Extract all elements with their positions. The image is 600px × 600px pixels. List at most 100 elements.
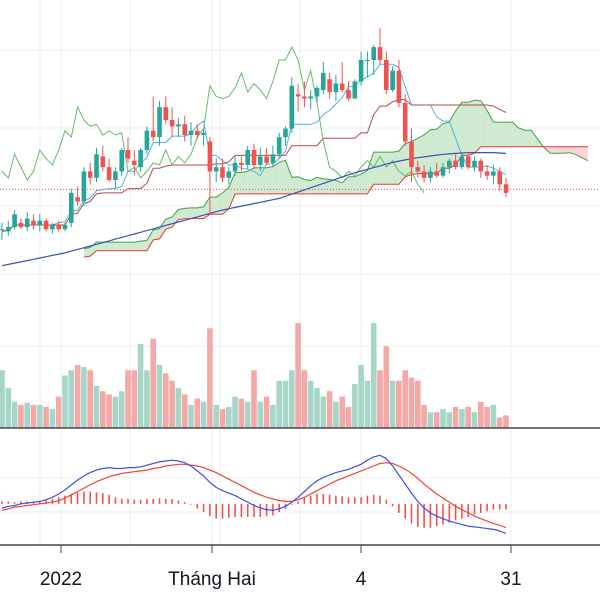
moving-average-line: [1, 152, 507, 267]
candle-body: [43, 220, 49, 230]
candle-body: [6, 227, 11, 232]
candle: [163, 96, 169, 125]
volume-bar: [125, 370, 131, 428]
candle: [302, 81, 307, 108]
volume-bar: [156, 365, 163, 428]
candle: [465, 152, 471, 170]
cloud-segment: [424, 129, 431, 174]
macd-line: [1, 454, 507, 535]
volume-bar: [257, 401, 264, 428]
candle-body: [125, 150, 131, 159]
cloud-segment: [499, 122, 506, 147]
volume-bar: [100, 391, 106, 428]
volume-bar: [370, 323, 377, 428]
candle-body: [258, 156, 263, 165]
volume-bar: [118, 391, 125, 428]
volume-bar: [112, 396, 119, 428]
candle: [207, 137, 213, 215]
candle: [258, 147, 263, 172]
candle: [447, 158, 452, 174]
volume-bar: [326, 391, 333, 428]
volume-bar: [55, 396, 62, 428]
volume-bar: [339, 396, 345, 428]
volume-bar: [163, 373, 169, 428]
candle: [94, 147, 99, 183]
time-axis: 2022 Tháng Hai 4 31: [40, 569, 522, 590]
volume-bar: [263, 396, 270, 428]
candle: [43, 218, 49, 232]
cloud-segment: [329, 179, 336, 194]
time-label-february: Tháng Hai: [168, 569, 256, 590]
candle-body: [113, 171, 118, 180]
cloud-segment: [209, 197, 217, 215]
cloud-segment: [241, 171, 248, 194]
candle-body: [283, 128, 288, 138]
cloud-segment: [512, 122, 519, 147]
candle: [100, 145, 106, 172]
candle: [50, 222, 55, 234]
candle: [276, 132, 282, 159]
candle: [220, 158, 225, 183]
cloud-segment: [367, 152, 374, 194]
volume-bar: [244, 401, 251, 428]
candle: [415, 160, 421, 178]
volume-bar: [270, 404, 276, 428]
cloud-segment: [569, 146, 576, 155]
cloud-segment: [342, 176, 349, 194]
candle-body: [428, 171, 433, 178]
candle-body: [169, 120, 175, 127]
candle-body: [201, 132, 206, 135]
volume-bar: [289, 370, 295, 428]
candle-body: [314, 87, 320, 97]
volume-bar: [295, 323, 301, 428]
candle: [6, 220, 11, 236]
candle: [62, 222, 68, 232]
volume-bar: [282, 380, 289, 428]
candle-body: [327, 79, 332, 93]
volume-series: [0, 323, 509, 428]
volume-bar: [0, 370, 5, 428]
candle-body: [50, 225, 55, 230]
candle-body: [144, 130, 150, 150]
cloud-segment: [386, 152, 393, 185]
chart-grid: [0, 0, 600, 545]
cloud-segment: [216, 192, 223, 215]
cloud-segment: [228, 172, 236, 209]
candle-body: [213, 167, 219, 172]
senkou-span-a-line: [83, 99, 589, 250]
cloud-segment: [134, 241, 141, 251]
time-axis-ticks: [60, 545, 512, 553]
candle-body: [220, 167, 225, 178]
candle-body: [377, 47, 383, 60]
candle-body: [396, 70, 402, 103]
volume-bar: [181, 394, 188, 428]
candle-body: [302, 96, 307, 99]
volume-bar: [226, 407, 232, 428]
cloud-segment: [235, 172, 242, 194]
ichimoku-lines: [1, 45, 589, 258]
volume-bar: [490, 404, 497, 428]
candle-body: [371, 47, 376, 60]
candle-body: [100, 156, 106, 168]
candle: [314, 85, 320, 103]
cloud-segment: [436, 123, 443, 174]
volume-bar: [175, 388, 182, 428]
candle: [333, 75, 339, 101]
volume-bar: [459, 409, 465, 428]
cloud-segment: [443, 122, 450, 169]
volume-bar: [188, 404, 194, 428]
candle-body: [308, 96, 313, 99]
volume-bar: [238, 398, 245, 428]
candle-body: [503, 184, 509, 193]
candle: [150, 96, 156, 142]
candle: [384, 51, 389, 95]
candle-body: [195, 130, 200, 135]
candle: [339, 62, 345, 93]
cloud-segment: [146, 229, 154, 251]
volume-bar: [377, 370, 383, 428]
candle-body: [321, 72, 326, 90]
candle: [283, 126, 288, 146]
candle-body: [497, 171, 502, 185]
volume-bar: [200, 401, 207, 428]
candle: [409, 128, 414, 183]
